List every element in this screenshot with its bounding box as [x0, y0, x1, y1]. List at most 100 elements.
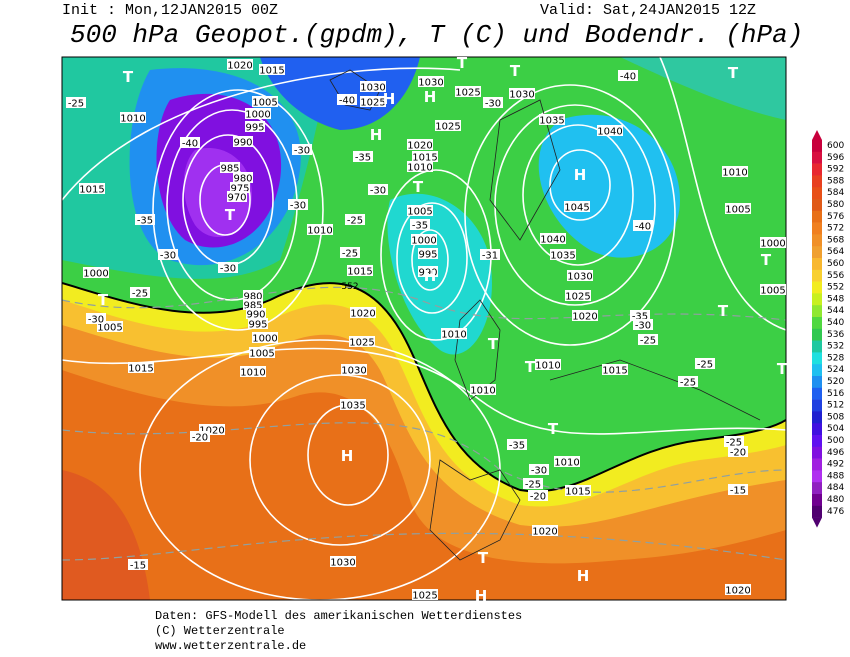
isobar-label-bg	[407, 205, 433, 216]
isobar-label: 1015	[259, 66, 284, 77]
field-teal-ne	[620, 57, 786, 120]
isobar-label: 1010	[441, 330, 466, 341]
temperature-label-bg	[368, 184, 388, 195]
temperature-label: -25	[697, 360, 713, 371]
isobar-label-bg	[259, 64, 285, 75]
temperature-label-group: -31	[480, 249, 500, 262]
temperature-label-group: -30	[368, 184, 388, 197]
isobar-label-group: 1005	[252, 96, 278, 109]
isobar-label-group: 1015	[565, 485, 591, 498]
temperature-label-group: -30	[633, 319, 653, 332]
isobar-label-group: 1030	[341, 364, 367, 377]
colorbar-swatch	[812, 482, 822, 495]
temperature-label: -20	[730, 448, 746, 459]
temperature-label-bg	[66, 97, 86, 108]
isobar-label: 1045	[564, 203, 589, 214]
temperature-label: -25	[347, 216, 363, 227]
colorbar-swatch	[812, 234, 822, 247]
colorbar-label: 508	[827, 412, 844, 422]
colorbar-swatch	[812, 163, 822, 176]
isobar-label: 1010	[535, 361, 560, 372]
colorbar-cap-bottom	[812, 517, 822, 528]
isobar-label-bg	[83, 267, 109, 278]
isobar-label-bg	[565, 290, 591, 301]
isobar-label-group: 1015	[602, 364, 628, 377]
temperature-label-group: -20	[728, 446, 748, 459]
isobar-label-bg	[341, 364, 367, 375]
isobar-label: 1025	[455, 88, 480, 99]
colorbar-label: 500	[827, 436, 844, 446]
pressure-center: T	[98, 291, 109, 309]
temperature-label: -25	[680, 378, 696, 389]
isobar-label-bg	[230, 182, 250, 193]
isobar-label-bg	[330, 556, 356, 567]
isobar-label: 1020	[532, 527, 557, 538]
isobar-label-bg	[233, 136, 253, 147]
contour-552	[62, 282, 786, 493]
isobar-label-bg	[565, 485, 591, 496]
pressure-center: T	[413, 178, 424, 196]
isobar-label-bg	[550, 249, 576, 260]
temperature-label: -25	[525, 480, 541, 491]
colorbar-swatch	[812, 187, 822, 200]
temperature-label-bg	[633, 319, 653, 330]
map-labels: 1020 101510051000995990985980975970980985…	[66, 54, 788, 605]
isobar-label-group: 995	[248, 318, 268, 331]
temperature-label-group: -25	[340, 247, 360, 260]
isobar-label: 985	[220, 164, 239, 175]
colorbar-swatch	[812, 305, 822, 318]
temperature-label-bg	[218, 262, 238, 273]
colorbar-label: 484	[827, 483, 844, 493]
temperature-label-group: -30	[218, 262, 238, 275]
temperature-label: -15	[730, 486, 746, 497]
isobar-label-group: 1010	[722, 166, 748, 179]
isobar-label-bg	[760, 284, 786, 295]
temperature-label-bg	[340, 247, 360, 258]
colorbar-label: 488	[827, 471, 844, 481]
isobar-label-group: 1030	[509, 88, 535, 101]
isobar-label: 1025	[435, 122, 460, 133]
colorbar-label: 544	[827, 306, 844, 316]
colorbar-swatch	[812, 399, 822, 412]
isobar-label-bg	[535, 359, 561, 370]
isobar-label-bg	[532, 525, 558, 536]
isobar-label-group: 1025	[435, 120, 461, 133]
isobar-label-bg	[245, 121, 265, 132]
isobar-label: 980	[243, 292, 262, 303]
isobar-label: 1020	[725, 586, 750, 597]
isobar-label: 1005	[760, 286, 785, 297]
colorbar-swatch	[812, 293, 822, 306]
isobar-label: 1035	[539, 116, 564, 127]
isobar-label-bg	[227, 191, 247, 202]
isobar-label: 1005	[249, 349, 274, 360]
isobar-label-bg	[418, 76, 444, 87]
temperature-label: -35	[137, 216, 153, 227]
init-time: Init : Mon,12JAN2015 00Z	[62, 2, 279, 19]
isobar-label-bg	[233, 172, 253, 183]
map-title: 500 hPa Geopot.(gpdm), T (C) und Bodendr…	[70, 20, 804, 50]
temperature-label: -30	[485, 99, 501, 110]
temperature-label-bg	[678, 376, 698, 387]
temperature-label-bg	[292, 144, 312, 155]
pressure-center: H	[574, 166, 587, 184]
temperature-label-bg	[345, 214, 365, 225]
isobar-label-group: 1040	[540, 233, 566, 246]
isobar-label-group: 1010	[535, 359, 561, 372]
isobar-label-group: 1020	[572, 310, 598, 323]
isobar-label-group: 1025	[455, 86, 481, 99]
isobar-label-bg	[567, 270, 593, 281]
isobar-label-bg	[252, 332, 278, 343]
isobar-label-bg	[307, 224, 333, 235]
temperature-label: -20	[530, 492, 546, 503]
isobar-label-group: 1010	[307, 224, 333, 237]
temperature-label: -35	[355, 153, 371, 164]
temperature-label-group: -30	[529, 464, 549, 477]
isobar-label: 995	[418, 250, 437, 261]
temperature-label-group: -15	[128, 559, 148, 572]
colorbar-label: 596	[827, 153, 844, 163]
isobar-label-group: 1025	[565, 290, 591, 303]
pressure-center: H	[424, 88, 437, 106]
colorbar: 6005965925885845805765725685645605565525…	[812, 130, 844, 528]
colorbar-label: 580	[827, 200, 844, 210]
temperature-label-group: -25	[638, 334, 658, 347]
